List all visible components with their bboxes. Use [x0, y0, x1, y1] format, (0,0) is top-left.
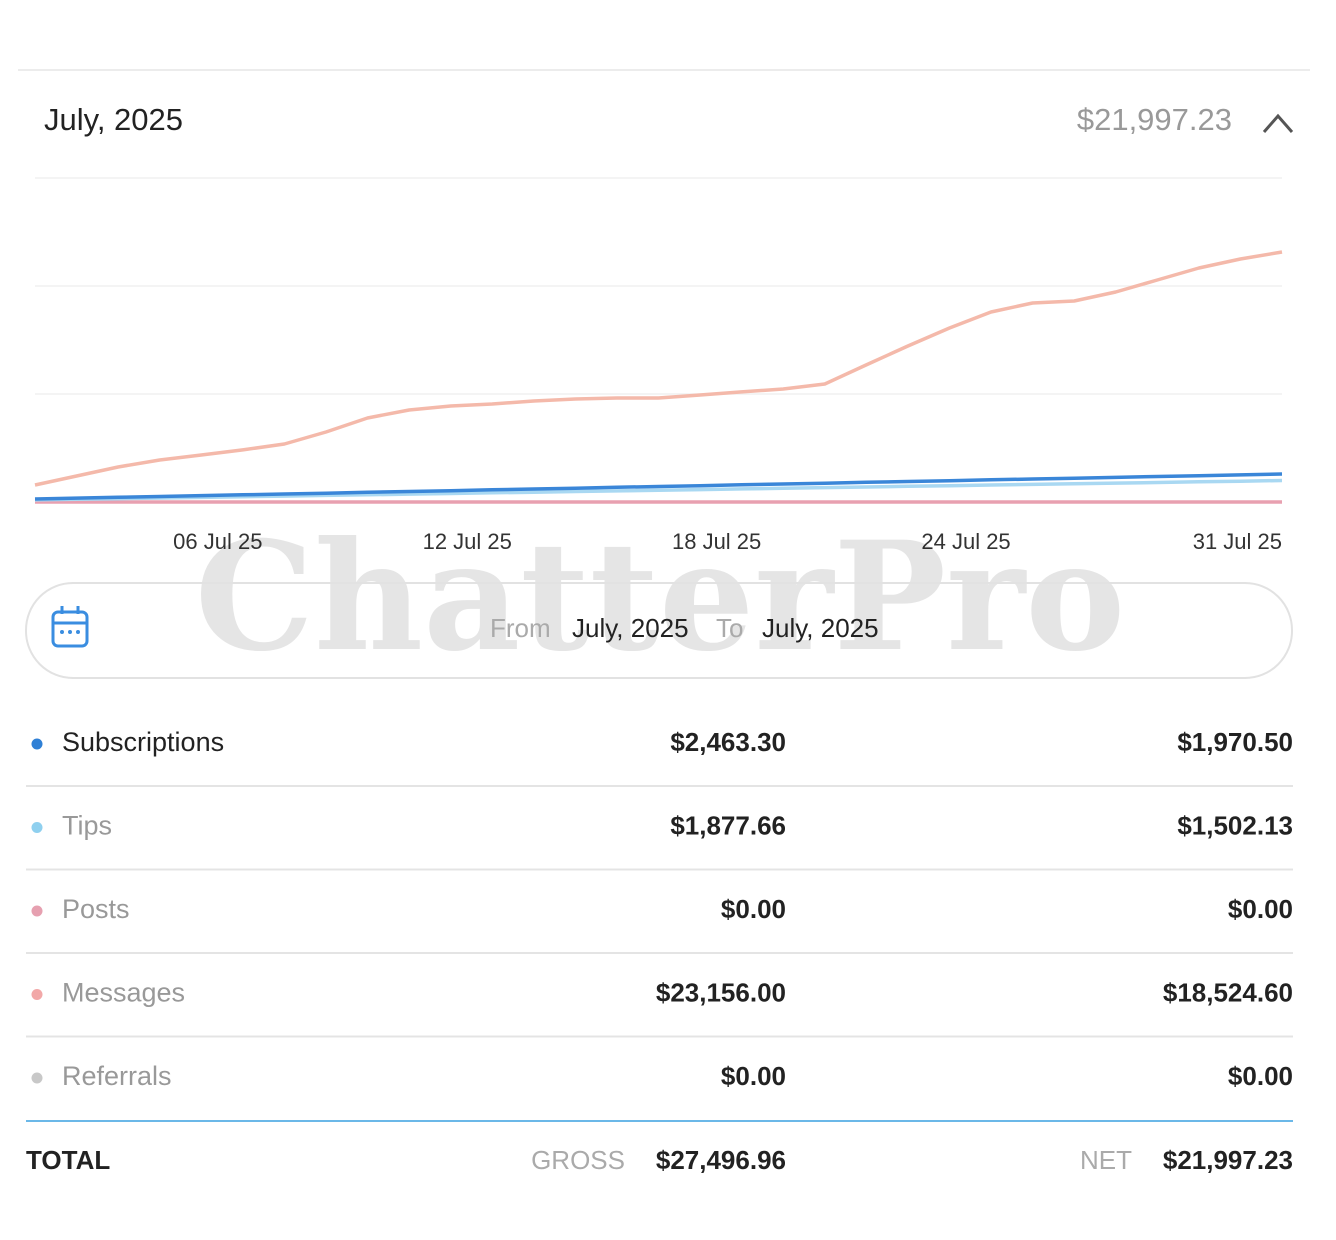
- x-tick-label: 18 Jul 25: [672, 529, 761, 554]
- row-gross: $1,877.66: [670, 810, 786, 840]
- to-label: To: [716, 613, 743, 643]
- series-line: [34, 250, 1283, 487]
- collapse-button[interactable]: [1262, 113, 1294, 133]
- to-date: July, 2025: [762, 613, 879, 643]
- row-gross: $2,463.30: [670, 727, 786, 757]
- watermark: ChatterPro: [195, 509, 1126, 685]
- row-net: $0.00: [1228, 1061, 1293, 1091]
- row-dot: [31, 738, 43, 750]
- calendar-icon[interactable]: [51, 606, 89, 648]
- x-tick-label: 31 Jul 25: [1193, 529, 1282, 554]
- series-line: [34, 472, 1283, 501]
- series-line: [34, 478, 1283, 502]
- earnings-table: Subscriptions $2,463.30 $1,970.50 Tips $1,87…: [26, 727, 1293, 1091]
- from-date: July, 2025: [572, 613, 689, 643]
- net-total: $21,997.23: [1163, 1145, 1293, 1175]
- month-total: $21,997.23: [1077, 102, 1232, 137]
- x-tick-label: 06 Jul 25: [173, 529, 262, 554]
- x-tick-label: 24 Jul 25: [921, 529, 1010, 554]
- row-net: $1,970.50: [1177, 727, 1293, 757]
- total-label: TOTAL: [26, 1145, 110, 1175]
- row-name: Posts: [62, 894, 130, 924]
- gross-total: $27,496.96: [656, 1145, 786, 1175]
- row-dot: [31, 822, 43, 833]
- gross-label: GROSS: [531, 1145, 625, 1175]
- row-dot: [31, 989, 43, 1000]
- row-name: Subscriptions: [62, 727, 224, 757]
- row-gross: $0.00: [721, 894, 786, 924]
- row-dot: [31, 905, 43, 917]
- row-name: Messages: [62, 978, 185, 1008]
- row-name: Tips: [62, 811, 112, 841]
- date-range-picker[interactable]: [25, 582, 1293, 679]
- row-net: $0.00: [1228, 894, 1293, 924]
- from-label: From: [490, 613, 551, 643]
- row-net: $18,524.60: [1163, 977, 1293, 1007]
- row-gross: $23,156.00: [656, 977, 786, 1007]
- row-gross: $0.00: [721, 1061, 786, 1091]
- month-title: July, 2025: [44, 102, 183, 137]
- x-tick-label: 12 Jul 25: [423, 529, 512, 554]
- row-dot: [31, 1072, 43, 1084]
- net-label: NET: [1080, 1145, 1132, 1175]
- row-net: $1,502.13: [1177, 810, 1293, 840]
- chart: 06 Jul 25 12 Jul 25 18 Jul 25 24 Jul 25 31 J…: [34, 177, 1283, 554]
- row-name: Referrals: [62, 1061, 172, 1091]
